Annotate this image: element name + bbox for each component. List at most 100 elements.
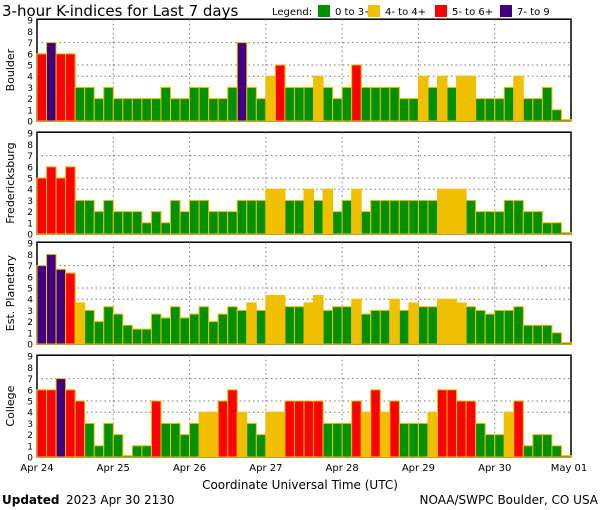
bar — [351, 188, 362, 235]
bar — [150, 400, 162, 458]
bar — [475, 98, 486, 122]
bar — [112, 313, 124, 345]
y-tick-label: 3 — [27, 84, 33, 94]
bar — [93, 211, 105, 235]
bar — [503, 309, 515, 345]
y-tick-label: 6 — [27, 386, 33, 396]
bar — [36, 177, 48, 235]
bar — [484, 98, 496, 122]
bar — [379, 411, 391, 458]
bar — [484, 434, 496, 458]
bar — [74, 86, 86, 122]
bar — [265, 188, 276, 235]
bar — [208, 321, 219, 345]
bar — [84, 86, 95, 122]
y-tick-label: 8 — [27, 251, 33, 261]
bar — [255, 309, 267, 345]
bar — [284, 199, 295, 235]
bar — [274, 295, 286, 345]
bar — [522, 324, 534, 345]
bar — [160, 222, 171, 235]
bar — [503, 86, 515, 122]
bar — [398, 309, 410, 345]
bar — [93, 445, 105, 458]
bar — [74, 199, 86, 235]
bar — [522, 98, 534, 122]
bar — [313, 75, 324, 122]
bar — [141, 445, 152, 458]
bar — [379, 199, 391, 235]
bar — [131, 98, 143, 122]
bar — [427, 306, 439, 345]
bar — [265, 411, 276, 458]
y-tick-label: 0 — [27, 341, 33, 351]
bar — [55, 53, 67, 122]
y-tick-label: 1 — [27, 442, 33, 452]
x-tick-label: Apr 24 — [20, 463, 53, 474]
bar — [255, 199, 267, 235]
y-tick-label: 8 — [27, 141, 33, 151]
y-tick-label: 6 — [27, 163, 33, 173]
bar — [65, 53, 76, 122]
bar — [322, 309, 334, 345]
bar — [170, 199, 181, 235]
bar — [65, 166, 76, 235]
legend-entry-label: 4- to 4+ — [385, 7, 426, 18]
y-tick-label: 2 — [27, 318, 33, 328]
bar — [284, 400, 295, 458]
x-axis-label: Coordinate Universal Time (UTC) — [202, 478, 398, 492]
bar — [179, 317, 191, 345]
bar — [246, 199, 257, 235]
bar — [532, 98, 543, 122]
bar — [236, 42, 248, 122]
bar — [389, 298, 400, 345]
bar — [522, 211, 534, 235]
bar — [84, 309, 95, 345]
bar — [370, 86, 381, 122]
bar — [408, 422, 419, 458]
bar — [170, 422, 181, 458]
bar — [150, 98, 162, 122]
legend-label: Legend: — [272, 7, 312, 18]
bar — [179, 98, 191, 122]
bar — [332, 211, 343, 235]
bar — [150, 313, 162, 345]
y-tick-label: 9 — [27, 130, 33, 140]
y-tick-label: 4 — [27, 73, 33, 83]
x-tick-label: Apr 26 — [173, 463, 206, 474]
bar — [189, 422, 200, 458]
bar — [303, 302, 315, 345]
bar — [265, 295, 276, 345]
bar — [541, 434, 553, 458]
bar — [217, 400, 229, 458]
bar — [293, 306, 305, 345]
bar — [313, 400, 324, 458]
bar — [236, 309, 248, 345]
bar — [255, 98, 267, 122]
bar — [389, 199, 400, 235]
bar — [551, 332, 562, 345]
bar — [170, 306, 181, 345]
bar — [351, 400, 362, 458]
bar — [122, 455, 133, 458]
bar — [227, 86, 238, 122]
y-tick-label: 9 — [27, 353, 33, 363]
panel-title: College — [4, 385, 17, 426]
bar — [456, 302, 467, 345]
bar — [189, 86, 200, 122]
bar — [141, 328, 152, 345]
y-tick-label: 8 — [27, 364, 33, 374]
bar — [332, 422, 343, 458]
bar — [284, 86, 295, 122]
bar — [246, 302, 257, 345]
bar — [351, 298, 362, 345]
bar — [417, 306, 429, 345]
bar — [513, 306, 524, 345]
bar — [341, 86, 353, 122]
bar — [36, 53, 48, 122]
bar — [341, 422, 353, 458]
y-tick-label: 5 — [27, 175, 33, 185]
